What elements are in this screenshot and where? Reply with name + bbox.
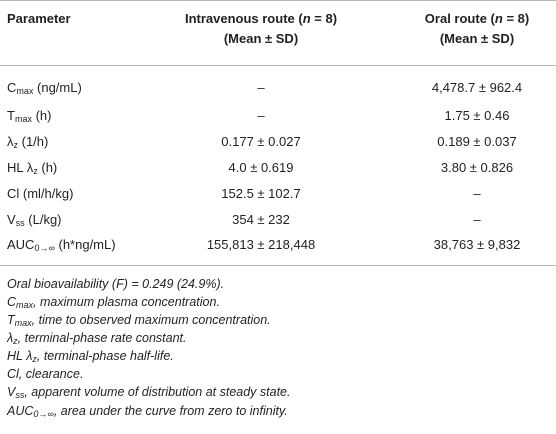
oral-cell: 1.75 ± 0.46 xyxy=(444,108,510,123)
iv-cell: 152.5 ± 102.7 xyxy=(221,186,301,201)
footnote: Oral bioavailability (F) = 0.249 (24.9%)… xyxy=(7,277,225,291)
param-cell: Cmax (ng/mL) xyxy=(7,80,82,96)
iv-cell: 354 ± 232 xyxy=(232,212,290,227)
header-iv-stat: (Mean ± SD) xyxy=(223,31,299,46)
header-oral: Oral route (n = 8) (Mean ± SD) xyxy=(388,9,556,49)
footnote: AUC0→∞, area under the curve from zero t… xyxy=(7,404,288,419)
footnote: HL λz, terminal-phase half-life. xyxy=(7,349,174,364)
header-iv: Intravenous route (n = 8) (Mean ± SD) xyxy=(150,9,372,49)
header-iv-label: Intravenous route ( xyxy=(184,11,303,26)
iv-cell: 155,813 ± 218,448 xyxy=(206,237,316,252)
iv-cell: 0.177 ± 0.027 xyxy=(221,134,301,149)
param-cell: Cl (ml/h/kg) xyxy=(7,186,74,201)
footnote: Vss, apparent volume of distribution at … xyxy=(7,385,291,400)
header-oral-label: Oral route ( xyxy=(424,11,495,26)
top-rule xyxy=(0,0,556,1)
param-cell: Vss (L/kg) xyxy=(7,212,62,228)
oral-cell: 4,478.7 ± 962.4 xyxy=(431,80,523,95)
footnote: Cmax, maximum plasma concentration. xyxy=(7,295,220,310)
iv-cell: 4.0 ± 0.619 xyxy=(228,160,294,175)
header-iv-count: = 8) xyxy=(310,11,338,26)
header-rule xyxy=(0,65,556,66)
param-cell: AUC0→∞ (h*ng/mL) xyxy=(7,237,116,253)
header-oral-n: n xyxy=(494,11,503,26)
oral-cell: 0.189 ± 0.037 xyxy=(437,134,517,149)
header-parameter: Parameter xyxy=(7,11,71,26)
footnote: λz, terminal-phase rate constant. xyxy=(7,331,187,346)
header-iv-n: n xyxy=(302,11,311,26)
footnote: Cl, clearance. xyxy=(7,367,84,381)
param-cell: Tmax (h) xyxy=(7,108,52,124)
param-cell: λz (1/h) xyxy=(7,134,49,150)
footnote: Tmax, time to observed maximum concentra… xyxy=(7,313,271,328)
bottom-rule xyxy=(0,265,556,266)
iv-cell: – xyxy=(257,80,265,95)
param-cell: HL λz (h) xyxy=(7,160,58,176)
oral-cell: 38,763 ± 9,832 xyxy=(433,237,521,252)
oral-cell: – xyxy=(473,186,481,201)
oral-cell: – xyxy=(473,212,481,227)
header-oral-stat: (Mean ± SD) xyxy=(439,31,515,46)
iv-cell: – xyxy=(257,108,265,123)
header-oral-count: = 8) xyxy=(502,11,530,26)
oral-cell: 3.80 ± 0.826 xyxy=(440,160,514,175)
